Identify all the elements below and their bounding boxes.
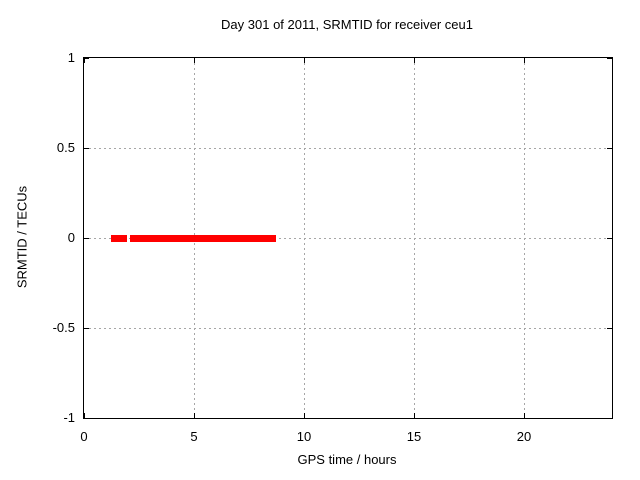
y-tick-label: -1 (63, 410, 75, 425)
y-tick-right (607, 328, 612, 329)
x-tick-top (194, 58, 195, 63)
x-tick-top (84, 58, 85, 63)
y-tick-right (607, 58, 612, 59)
y-tick-right (607, 148, 612, 149)
plot-area: 0 5 10 15 20 -1 -0.5 0 0.5 1 (53, 50, 613, 444)
y-gridline (84, 237, 612, 239)
y-tick-label: -0.5 (52, 320, 75, 335)
x-tick-label: 15 (406, 429, 422, 444)
x-tick-bottom (414, 413, 415, 418)
y-tick-left (84, 58, 89, 59)
y-tick-label: 0.5 (56, 140, 75, 155)
y-tick-label: 0 (67, 230, 75, 245)
x-tick-bottom (524, 413, 525, 418)
chart-title: Day 301 of 2011, SRMTID for receiver ceu… (221, 17, 473, 32)
x-tick-top (414, 58, 415, 63)
y-gridline (84, 147, 612, 149)
y-tick-left (84, 418, 89, 419)
y-tick-left (84, 328, 89, 329)
x-tick-top (304, 58, 305, 63)
x-tick-label: 20 (516, 429, 532, 444)
series-segment-SRMTID (129, 234, 277, 242)
x-tick-label: 10 (296, 429, 312, 444)
x-axis-label: GPS time / hours (297, 452, 397, 467)
x-tick-top (524, 58, 525, 63)
x-tick-bottom (84, 413, 85, 418)
series-segment-SRMTID (111, 234, 127, 242)
y-tick-right (607, 238, 612, 239)
x-tick-bottom (194, 413, 195, 418)
y-tick-right (607, 418, 612, 419)
x-tick-bottom (304, 413, 305, 418)
x-tick-label: 5 (190, 429, 198, 444)
y-gridline (84, 327, 612, 329)
y-tick-label: 1 (67, 50, 75, 65)
y-tick-left (84, 148, 89, 149)
y-tick-left (84, 238, 89, 239)
x-tick-label: 0 (80, 429, 88, 444)
